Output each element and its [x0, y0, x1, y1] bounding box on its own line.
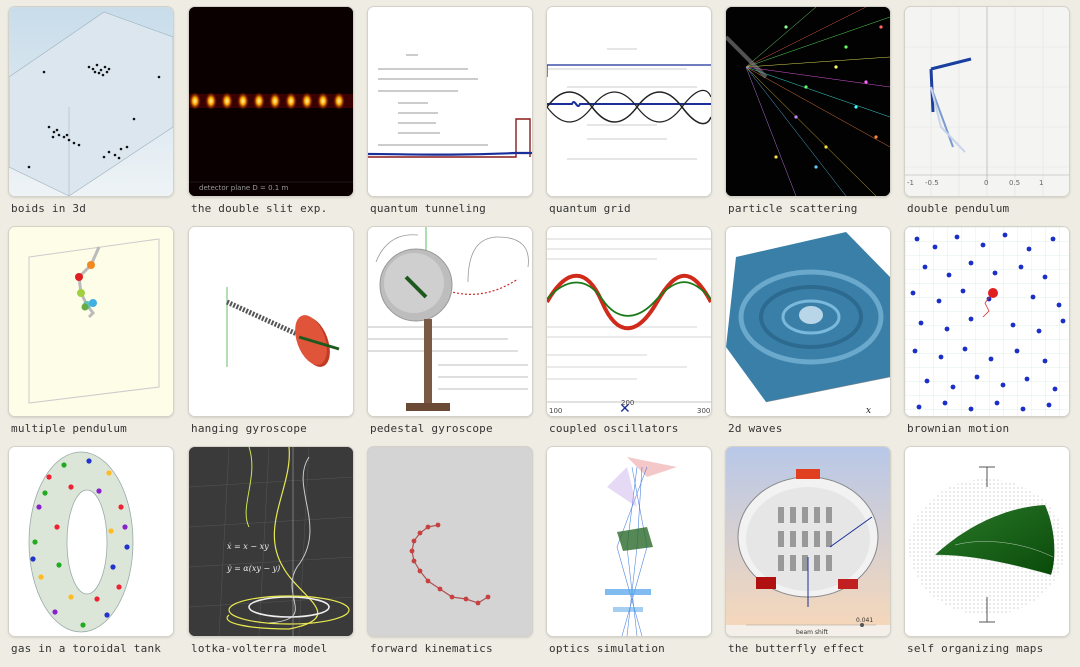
- thumbnail-quantum-grid[interactable]: [546, 6, 712, 197]
- axis-tick: -0.5: [925, 179, 939, 187]
- card-label[interactable]: lotka-volterra model: [191, 642, 328, 655]
- thumbnail-forward-kinematics[interactable]: [367, 446, 533, 637]
- card-label[interactable]: self organizing maps: [907, 642, 1044, 655]
- axis-tick: 0: [984, 179, 988, 187]
- thumbnail-quantum-tunneling[interactable]: [367, 6, 533, 197]
- thumbnail-multiple-pendulum[interactable]: [8, 226, 174, 417]
- thumbnail-particle-scattering[interactable]: [725, 6, 891, 197]
- axis-tick: 1: [1039, 179, 1043, 187]
- card-label[interactable]: boids in 3d: [11, 202, 87, 215]
- thumbnail-double-pendulum[interactable]: -1 -0.5 0 0.5 1: [904, 6, 1070, 197]
- card-label[interactable]: hanging gyroscope: [191, 422, 307, 435]
- thumbnail-hanging-gyroscope[interactable]: [188, 226, 354, 417]
- thumbnail-coupled-oscillators[interactable]: ✕ 100 200 300: [546, 226, 712, 417]
- demo-gallery: boids in 3d detector plane D = 0.1 m the…: [8, 6, 1072, 661]
- thumbnail-boids[interactable]: [8, 6, 174, 197]
- thumbnail-butterfly[interactable]: 0.041 beam shift: [725, 446, 891, 637]
- card-label[interactable]: gas in a toroidal tank: [11, 642, 162, 655]
- svg-text:x: x: [866, 406, 871, 416]
- thumbnail-double-slit[interactable]: detector plane D = 0.1 m: [188, 6, 354, 197]
- card-label[interactable]: quantum tunneling: [370, 202, 486, 215]
- detector-caption: detector plane D = 0.1 m: [199, 184, 288, 192]
- axis-tick: 200: [621, 399, 634, 407]
- card-label[interactable]: quantum grid: [549, 202, 631, 215]
- svg-text:✕: ✕: [619, 401, 631, 416]
- card-label[interactable]: coupled oscillators: [549, 422, 679, 435]
- thumbnail-pedestal-gyroscope[interactable]: [367, 226, 533, 417]
- axis-tick: 300: [697, 407, 710, 415]
- thumbnail-som[interactable]: [904, 446, 1070, 637]
- slider-readout: 0.041: [856, 617, 873, 624]
- slider-label: beam shift: [796, 629, 829, 636]
- thumbnail-optics[interactable]: [546, 446, 712, 637]
- axis-tick: 0.5: [1009, 179, 1020, 187]
- equation-y: ẏ = α(xy − y): [226, 564, 280, 573]
- card-label[interactable]: multiple pendulum: [11, 422, 127, 435]
- axis-tick: -1: [907, 179, 914, 187]
- card-label[interactable]: pedestal gyroscope: [370, 422, 493, 435]
- card-label[interactable]: the double slit exp.: [191, 202, 328, 215]
- card-label[interactable]: particle scattering: [728, 202, 858, 215]
- thumbnail-lotka-volterra[interactable]: ẋ = x − xy ẏ = α(xy − y): [188, 446, 354, 637]
- card-label[interactable]: forward kinematics: [370, 642, 493, 655]
- thumbnail-brownian-motion[interactable]: [904, 226, 1070, 417]
- card-label[interactable]: 2d waves: [728, 422, 783, 435]
- card-label[interactable]: double pendulum: [907, 202, 1010, 215]
- card-label[interactable]: optics simulation: [549, 642, 665, 655]
- equation-x: ẋ = x − xy: [227, 542, 269, 551]
- axis-tick: 100: [549, 407, 562, 415]
- card-label[interactable]: brownian motion: [907, 422, 1010, 435]
- thumbnail-2d-waves[interactable]: x: [725, 226, 891, 417]
- card-label[interactable]: the butterfly effect: [728, 642, 865, 655]
- thumbnail-toroidal-tank[interactable]: [8, 446, 174, 637]
